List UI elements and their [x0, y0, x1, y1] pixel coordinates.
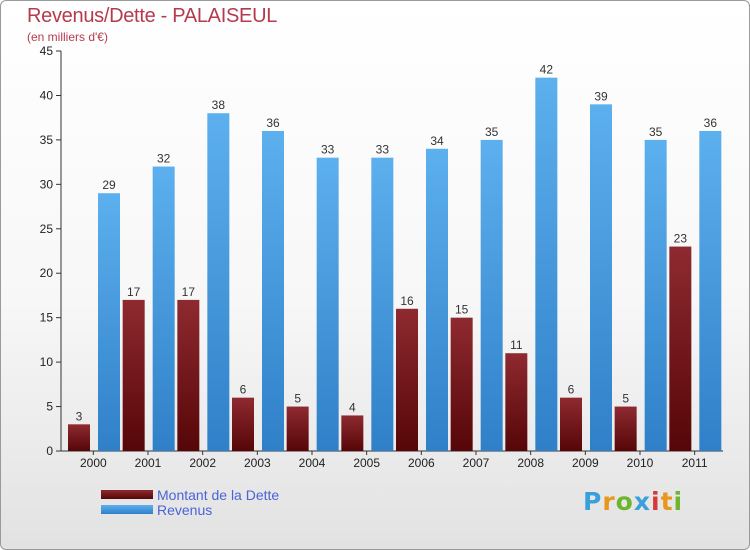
data-label-revenue: 32 — [157, 152, 171, 166]
x-tick-label: 2011 — [682, 456, 708, 470]
data-label-debt: 11 — [510, 338, 523, 352]
x-tick-label: 2008 — [517, 456, 544, 470]
y-tick-label: 20 — [40, 266, 54, 280]
x-tick-label: 2002 — [189, 456, 216, 470]
data-label-revenue: 36 — [266, 116, 280, 130]
bar-debt — [396, 308, 418, 451]
y-tick-label: 10 — [40, 355, 54, 369]
bar-debt — [614, 406, 637, 451]
bar-debt — [560, 397, 582, 451]
x-tick-label: 2007 — [463, 456, 490, 470]
y-tick-label: 15 — [40, 311, 54, 325]
y-tick-label: 35 — [40, 133, 54, 147]
logo-letter: r — [602, 487, 616, 516]
bar-revenue — [371, 157, 394, 451]
bar-revenue — [699, 131, 722, 451]
x-tick-label: 2000 — [80, 456, 107, 470]
data-label-debt: 16 — [400, 294, 414, 308]
y-tick-label: 45 — [40, 44, 54, 58]
bar-debt — [177, 299, 200, 451]
data-label-revenue: 33 — [376, 143, 390, 157]
data-label-revenue: 29 — [102, 178, 116, 192]
legend-swatch-debt — [101, 490, 153, 499]
y-tick-label: 30 — [40, 177, 54, 191]
data-label-debt: 23 — [674, 232, 688, 246]
data-label-debt: 6 — [568, 383, 575, 397]
data-label-debt: 17 — [127, 285, 141, 299]
data-label-revenue: 35 — [649, 125, 663, 139]
bar-debt — [505, 353, 528, 451]
bar-revenue — [480, 139, 503, 451]
logo-letter: P — [583, 487, 603, 516]
logo-letter: i — [651, 487, 661, 516]
data-label-debt: 15 — [455, 303, 469, 317]
y-tick-label: 5 — [46, 400, 53, 414]
legend-label-revenue: Revenus — [157, 502, 213, 518]
x-tick-label: 2001 — [135, 456, 162, 470]
logo-letter: t — [660, 487, 674, 516]
y-tick-label: 0 — [46, 444, 53, 458]
x-tick-label: 2004 — [299, 456, 326, 470]
x-tick-label: 2010 — [627, 456, 654, 470]
bar-debt — [669, 246, 692, 451]
bar-revenue — [644, 139, 667, 451]
x-tick-label: 2003 — [244, 456, 271, 470]
data-label-revenue: 42 — [540, 63, 554, 77]
logo-letter: x — [633, 487, 651, 516]
legend-swatch-revenue — [101, 505, 153, 514]
bar-revenue — [207, 113, 230, 451]
bar-revenue — [535, 77, 558, 452]
logo-letter: i — [673, 487, 684, 516]
data-label-debt: 4 — [349, 400, 356, 414]
y-tick-label: 40 — [40, 88, 54, 102]
bar-debt — [68, 424, 90, 451]
data-label-revenue: 35 — [485, 125, 499, 139]
data-label-debt: 17 — [182, 285, 196, 299]
data-label-revenue: 36 — [704, 116, 718, 130]
x-tick-label: 2005 — [353, 456, 380, 470]
data-label-revenue: 39 — [594, 89, 608, 103]
legend-label-debt: Montant de la Dette — [157, 487, 280, 503]
logo-letter: o — [615, 487, 634, 516]
bar-debt — [286, 406, 309, 451]
bar-debt — [122, 299, 145, 451]
bar-debt — [450, 317, 473, 451]
x-tick-label: 2006 — [408, 456, 435, 470]
bar-revenue — [426, 148, 448, 451]
bar-revenue — [316, 157, 339, 451]
chart-subtitle: (en milliers d'€) — [27, 30, 108, 44]
data-label-revenue: 33 — [321, 143, 335, 157]
proxiti-logo: Proxiti — [583, 487, 683, 516]
data-label-revenue: 38 — [212, 98, 226, 112]
data-label-debt: 3 — [76, 409, 83, 423]
data-label-debt: 6 — [240, 383, 247, 397]
bar-revenue — [152, 166, 175, 452]
data-label-revenue: 34 — [430, 134, 444, 148]
bar-revenue — [262, 131, 284, 451]
bar-revenue — [98, 193, 120, 451]
bar-revenue — [590, 104, 612, 451]
bar-debt — [341, 415, 364, 451]
x-tick-label: 2009 — [572, 456, 599, 470]
y-tick-label: 25 — [40, 222, 54, 236]
bar-debt — [232, 397, 254, 451]
data-label-debt: 5 — [294, 392, 301, 406]
data-label-debt: 5 — [622, 392, 629, 406]
chart-title: Revenus/Dette - PALAISEUL — [27, 5, 278, 27]
